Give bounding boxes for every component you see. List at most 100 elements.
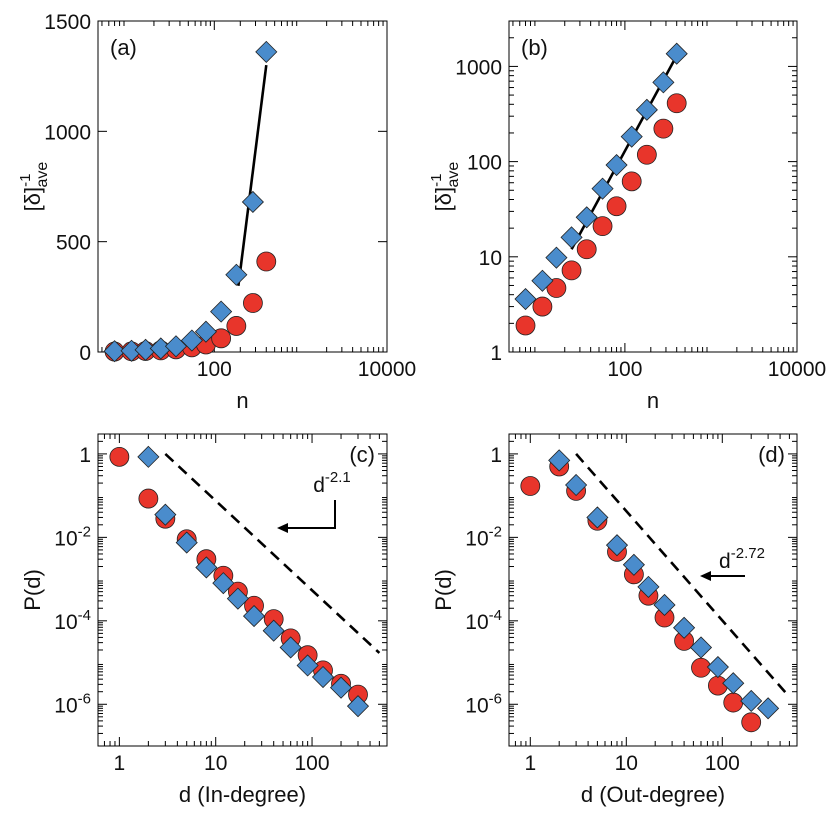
data-point-circle	[532, 296, 553, 317]
y-tick-label: 10-4	[54, 607, 91, 634]
data-point-diamond	[620, 125, 643, 148]
data-point-circle	[653, 118, 674, 139]
data-point-diamond	[622, 553, 645, 576]
y-tick-label: 1	[490, 342, 502, 365]
panel-c: 1 10 100 1 10-2 10-4 10-6 d (In-degree) P(d) (c)d…	[20, 433, 388, 807]
x-axis-label: d (In-degree)	[179, 782, 306, 807]
data-point-diamond	[346, 695, 370, 718]
data-point-diamond	[194, 320, 217, 343]
data-point-diamond	[154, 503, 177, 526]
data-point-circle	[723, 692, 744, 713]
data-point-diamond	[653, 593, 676, 617]
x-tick-label: 10	[204, 752, 227, 775]
y-tick-label: 100	[467, 152, 502, 175]
fit-line	[237, 64, 268, 286]
data-point-diamond	[591, 177, 614, 200]
data-point-circle	[636, 144, 657, 165]
data-point-diamond	[212, 572, 235, 595]
power-law-reference-line	[575, 453, 791, 698]
data-point-circle	[256, 251, 277, 272]
data-point-circle	[226, 316, 247, 336]
data-point-diamond	[545, 246, 568, 269]
data-point-diamond	[137, 445, 160, 468]
plot-frame	[508, 433, 798, 747]
x-tick-label: 100	[295, 752, 330, 775]
data-point-diamond	[757, 697, 780, 720]
plot-frame	[508, 20, 798, 353]
data-point-circle	[708, 675, 728, 696]
y-axis-label: [δ]-1ave	[17, 162, 51, 212]
y-tick-label: 10	[479, 247, 502, 270]
data-point-diamond	[560, 226, 583, 249]
data-point-diamond	[722, 672, 745, 695]
data-point-diamond	[673, 616, 696, 639]
y-tick-label: 1500	[44, 11, 91, 34]
data-point-diamond	[635, 98, 658, 121]
panel-label: (c)	[349, 442, 375, 467]
plot-frame	[97, 20, 388, 353]
data-point-diamond	[514, 287, 537, 311]
y-tick-label: 10-4	[465, 607, 502, 634]
data-point-diamond	[241, 190, 264, 214]
y-axis-label: P(d)	[20, 569, 45, 611]
data-point-circle	[520, 476, 541, 496]
data-point-diamond	[740, 689, 763, 713]
data-point-diamond	[665, 42, 688, 65]
data-point-diamond	[565, 473, 588, 497]
plot-frame	[97, 433, 388, 747]
data-point-diamond	[637, 575, 660, 598]
data-point-diamond	[548, 449, 571, 472]
data-point-circle	[138, 488, 159, 509]
data-point-diamond	[255, 40, 278, 63]
y-axis-label: [δ]-1ave	[428, 162, 462, 212]
y-tick-label: 0	[79, 342, 91, 365]
data-point-diamond	[195, 556, 218, 579]
data-point-diamond	[262, 619, 285, 642]
data-point-diamond	[652, 71, 675, 94]
x-tick-label: 1	[524, 752, 536, 775]
data-point-circle	[109, 446, 130, 467]
x-axis-label: d (Out-degree)	[581, 782, 725, 807]
data-point-circle	[666, 93, 687, 114]
data-point-circle	[546, 278, 567, 298]
y-tick-label: 1	[79, 444, 91, 467]
panel-label: (a)	[110, 35, 137, 60]
data-point-diamond	[689, 636, 713, 659]
data-point-diamond	[605, 153, 628, 177]
data-point-diamond	[706, 655, 729, 679]
data-point-diamond	[226, 587, 249, 610]
x-axis-label: n	[647, 388, 659, 413]
x-tick-label: 100	[197, 358, 232, 381]
y-tick-label: 10-6	[54, 690, 91, 717]
annotation-arrow	[283, 500, 336, 529]
data-point-circle	[621, 171, 642, 192]
panel-b: 100 10000 1 10 100 1000 n [δ]-1ave (b)	[428, 20, 826, 413]
data-point-diamond	[605, 534, 629, 557]
data-point-diamond	[329, 676, 353, 699]
data-point-circle	[211, 328, 232, 349]
y-tick-label: 500	[56, 232, 91, 255]
data-point-diamond	[586, 506, 609, 529]
data-point-circle	[561, 260, 582, 281]
data-point-diamond	[242, 604, 266, 628]
x-tick-label: 100	[607, 358, 642, 381]
panel-d: 1 10 100 1 10-2 10-4 10-6 d (Out-degree) P(d) (d)…	[431, 433, 798, 807]
data-point-circle	[515, 315, 536, 336]
data-point-diamond	[103, 340, 126, 363]
x-tick-label: 100	[705, 752, 740, 775]
arrow-head-icon	[700, 571, 711, 581]
exponent-annotation: d-2.1	[313, 469, 351, 497]
panel-label: (b)	[521, 35, 548, 60]
data-point-diamond	[225, 263, 248, 286]
y-tick-label: 1000	[455, 56, 502, 79]
x-tick-label: 1	[114, 752, 126, 775]
panel-a: 100 10000 0 500 1000 1500 n [δ]-1ave (a)	[17, 11, 416, 413]
data-point-circle	[592, 216, 613, 237]
data-point-diamond	[531, 269, 554, 292]
x-axis-label: n	[236, 388, 248, 413]
data-point-diamond	[175, 531, 198, 554]
y-tick-label: 10-6	[465, 690, 502, 717]
data-point-diamond	[164, 335, 188, 358]
data-point-diamond	[296, 654, 319, 677]
